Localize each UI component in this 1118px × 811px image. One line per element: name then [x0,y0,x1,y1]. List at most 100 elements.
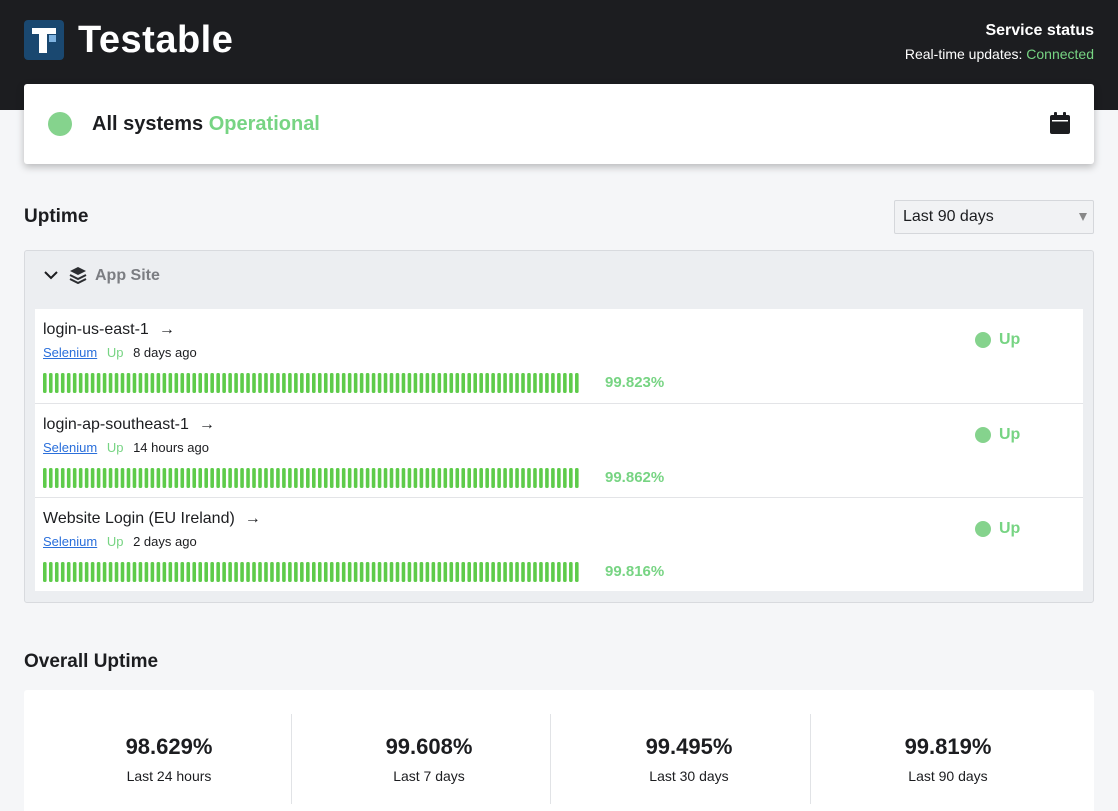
uptime-day-bar[interactable] [341,562,346,582]
uptime-day-bar[interactable] [144,562,149,582]
uptime-day-bar[interactable] [389,468,394,488]
uptime-day-bar[interactable] [240,468,244,488]
uptime-day-bar[interactable] [60,468,65,488]
uptime-day-bar[interactable] [294,373,298,393]
uptime-day-bar[interactable] [533,562,537,582]
uptime-day-bar[interactable] [90,373,95,393]
uptime-day-bar[interactable] [96,373,101,393]
uptime-day-bar[interactable] [425,468,430,488]
uptime-day-bar[interactable] [84,468,89,488]
uptime-day-bar[interactable] [43,562,47,582]
uptime-day-bar[interactable] [108,562,113,582]
uptime-day-bar[interactable] [329,468,334,488]
uptime-day-bar[interactable] [491,562,495,582]
uptime-day-bar[interactable] [60,562,65,582]
uptime-day-bar[interactable] [317,373,322,393]
uptime-day-bar[interactable] [72,373,77,393]
uptime-day-bar[interactable] [78,468,83,488]
uptime-day-bar[interactable] [294,562,298,582]
uptime-day-bar[interactable] [563,468,567,488]
uptime-day-bar[interactable] [437,468,442,488]
uptime-day-bar[interactable] [48,562,53,582]
uptime-day-bar[interactable] [72,562,77,582]
uptime-day-bar[interactable] [252,468,256,488]
uptime-day-bar[interactable] [377,373,382,393]
uptime-day-bar[interactable] [401,468,406,488]
uptime-day-bar[interactable] [341,468,346,488]
uptime-day-bar[interactable] [521,373,525,393]
uptime-day-bar[interactable] [210,468,214,488]
uptime-day-bar[interactable] [461,373,466,393]
uptime-day-bar[interactable] [246,373,250,393]
uptime-day-bar[interactable] [347,468,352,488]
uptime-day-bar[interactable] [575,468,579,488]
uptime-day-bar[interactable] [383,468,388,488]
uptime-day-bar[interactable] [150,373,155,393]
uptime-day-bar[interactable] [288,562,292,582]
uptime-day-bar[interactable] [48,468,53,488]
uptime-day-bar[interactable] [515,373,519,393]
uptime-day-bar[interactable] [509,373,513,393]
uptime-day-bar[interactable] [485,562,489,582]
uptime-day-bar[interactable] [312,562,316,582]
uptime-day-bar[interactable] [132,373,137,393]
uptime-day-bar[interactable] [569,373,573,393]
uptime-day-bar[interactable] [569,468,573,488]
uptime-day-bar[interactable] [473,373,477,393]
calendar-icon[interactable] [1050,112,1070,134]
range-select[interactable]: Last 90 days [894,200,1094,234]
uptime-day-bar[interactable] [186,468,191,488]
uptime-day-bar[interactable] [222,468,226,488]
uptime-day-bar[interactable] [264,468,268,488]
uptime-day-bar[interactable] [192,468,197,488]
uptime-day-bar[interactable] [84,373,89,393]
uptime-day-bar[interactable] [329,562,334,582]
uptime-day-bar[interactable] [222,373,226,393]
uptime-day-bar[interactable] [192,373,197,393]
uptime-day-bar[interactable] [575,373,579,393]
uptime-day-bar[interactable] [437,373,442,393]
uptime-day-bar[interactable] [174,468,179,488]
uptime-day-bar[interactable] [467,373,472,393]
uptime-day-bar[interactable] [300,373,304,393]
uptime-day-bar[interactable] [228,468,232,488]
uptime-day-bar[interactable] [371,373,376,393]
uptime-day-bar[interactable] [72,468,77,488]
uptime-day-bar[interactable] [300,468,304,488]
uptime-day-bar[interactable] [162,468,167,488]
uptime-day-bar[interactable] [90,562,95,582]
uptime-day-bar[interactable] [521,468,525,488]
uptime-day-bar[interactable] [461,562,466,582]
uptime-day-bar[interactable] [527,373,531,393]
uptime-day-bar[interactable] [551,468,555,488]
uptime-day-bar[interactable] [569,562,573,582]
monitor-name-link[interactable]: login-us-east-1 → [43,321,175,339]
uptime-day-bar[interactable] [66,468,71,488]
uptime-day-bar[interactable] [491,468,495,488]
uptime-day-bar[interactable] [419,468,424,488]
uptime-day-bar[interactable] [503,468,507,488]
uptime-day-bar[interactable] [317,468,322,488]
uptime-day-bar[interactable] [467,468,472,488]
uptime-day-bar[interactable] [443,373,448,393]
uptime-day-bar[interactable] [449,373,454,393]
uptime-day-bar[interactable] [126,468,131,488]
uptime-day-bar[interactable] [479,373,483,393]
uptime-day-bar[interactable] [371,562,376,582]
uptime-day-bar[interactable] [371,468,376,488]
uptime-day-bar[interactable] [383,373,388,393]
uptime-day-bar[interactable] [216,562,220,582]
uptime-day-bar[interactable] [120,373,125,393]
monitor-tag-link[interactable]: Selenium [43,345,98,360]
uptime-day-bar[interactable] [353,373,358,393]
uptime-day-bar[interactable] [575,562,579,582]
uptime-day-bar[interactable] [102,562,107,582]
uptime-day-bar[interactable] [365,562,370,582]
uptime-day-bar[interactable] [533,468,537,488]
uptime-day-bar[interactable] [312,468,316,488]
uptime-day-bar[interactable] [180,562,185,582]
uptime-day-bar[interactable] [306,468,310,488]
uptime-day-bar[interactable] [294,468,298,488]
uptime-day-bar[interactable] [353,562,358,582]
uptime-day-bar[interactable] [425,373,430,393]
